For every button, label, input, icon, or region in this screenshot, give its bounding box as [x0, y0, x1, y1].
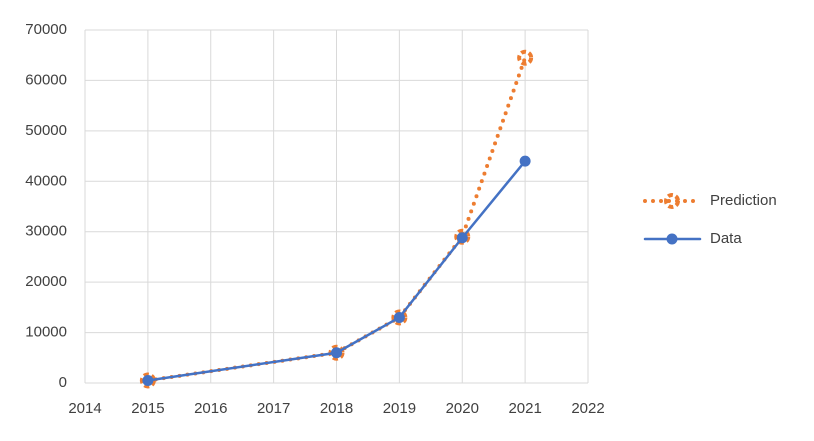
x-tick-label: 2014 — [68, 400, 101, 417]
y-tick-label: 20000 — [25, 273, 67, 290]
x-tick-label: 2018 — [320, 400, 353, 417]
x-tick-label: 2019 — [383, 400, 416, 417]
y-tick-label: 40000 — [25, 172, 67, 189]
marker — [456, 232, 468, 244]
x-tick-label: 2015 — [131, 400, 164, 417]
x-tick-label: 2020 — [446, 400, 479, 417]
legend-label: Data — [710, 230, 742, 247]
marker — [331, 347, 342, 359]
x-tick-label: 2017 — [257, 400, 290, 417]
y-tick-label: 50000 — [25, 122, 67, 139]
legend-marker — [666, 233, 678, 245]
legend-marker — [664, 193, 680, 209]
y-tick-label: 10000 — [25, 324, 67, 341]
y-tick-label: 0 — [59, 374, 67, 391]
marker — [519, 155, 531, 167]
x-tick-label: 2016 — [194, 400, 227, 417]
y-tick-label: 60000 — [25, 71, 67, 88]
y-tick-label: 30000 — [25, 223, 67, 240]
x-tick-label: 2021 — [508, 400, 541, 417]
marker — [142, 374, 154, 386]
y-tick-label: 70000 — [25, 21, 67, 38]
marker — [391, 309, 408, 326]
marker — [517, 49, 534, 66]
marker — [393, 311, 405, 323]
x-tick-label: 2022 — [571, 400, 604, 417]
legend-label: Prediction — [710, 192, 777, 209]
